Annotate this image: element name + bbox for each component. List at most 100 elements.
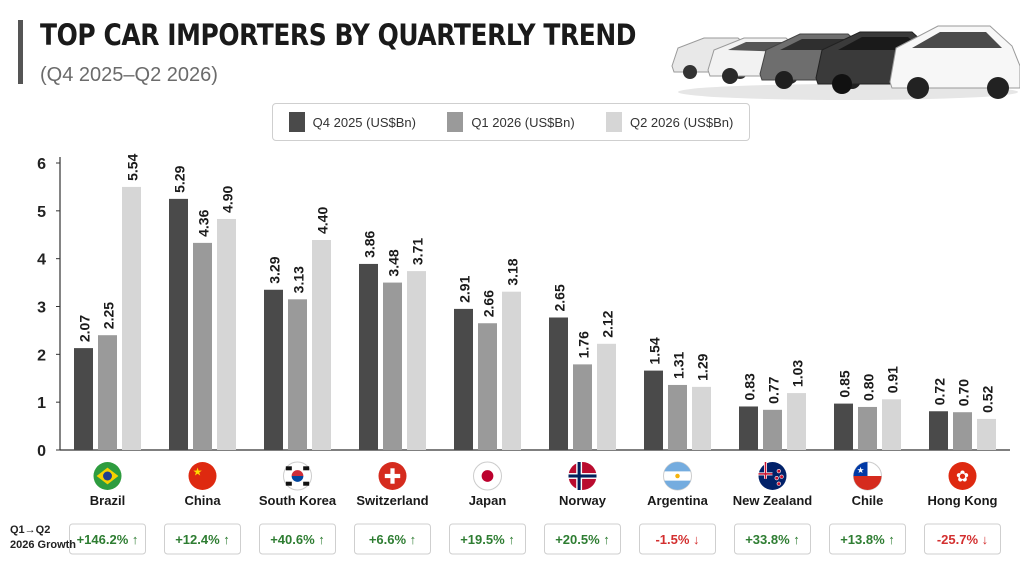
argentina-flag-icon bbox=[663, 461, 692, 491]
bar bbox=[787, 393, 806, 450]
japan-flag-icon bbox=[473, 461, 502, 491]
growth-box bbox=[829, 523, 906, 555]
arrow-up-icon: ↑ bbox=[132, 532, 139, 547]
growth-box bbox=[69, 523, 146, 555]
bar bbox=[193, 242, 212, 450]
data-label: 2.12 bbox=[600, 310, 616, 337]
bar bbox=[383, 282, 402, 450]
legend-label-q4-2025: Q4 2025 (US$Bn) bbox=[312, 114, 416, 130]
bar bbox=[478, 323, 497, 450]
growth-row-label-line-1: Q1→Q2 bbox=[10, 524, 51, 536]
category-label: South Korea bbox=[259, 493, 337, 508]
data-label: 3.29 bbox=[267, 256, 283, 283]
bar bbox=[454, 308, 473, 450]
bar bbox=[644, 370, 663, 450]
category-label: Argentina bbox=[647, 493, 708, 508]
legend-label-q1-2026: Q1 2026 (US$Bn) bbox=[471, 114, 575, 130]
bar bbox=[597, 343, 616, 450]
data-label: 4.40 bbox=[315, 207, 331, 234]
switzerland-flag-icon bbox=[378, 462, 407, 490]
arrow-up-icon: ↑ bbox=[508, 532, 515, 547]
south-korea-flag-icon bbox=[283, 461, 312, 491]
data-label: 3.18 bbox=[505, 258, 521, 285]
bar bbox=[122, 186, 141, 450]
bar bbox=[359, 263, 378, 450]
data-label: 1.31 bbox=[671, 351, 687, 378]
arrow-down-icon: ↓ bbox=[693, 532, 700, 547]
data-label: 0.83 bbox=[742, 373, 758, 400]
y-tick-label: 6 bbox=[37, 156, 46, 173]
legend-swatch-q2-2026 bbox=[605, 112, 622, 132]
data-label: 3.13 bbox=[291, 266, 307, 293]
hong-kong-flag-icon: ✿ bbox=[948, 462, 977, 490]
data-label: 0.91 bbox=[885, 366, 901, 393]
car-lineup-image bbox=[671, 25, 1020, 100]
data-label: 5.29 bbox=[172, 165, 188, 192]
y-tick-label: 1 bbox=[37, 395, 46, 412]
growth-box bbox=[164, 523, 241, 555]
arrow-up-icon: ↑ bbox=[318, 532, 325, 547]
data-label: 1.03 bbox=[790, 360, 806, 387]
bar bbox=[739, 406, 758, 450]
bar bbox=[98, 335, 117, 450]
bar bbox=[549, 317, 568, 450]
car-1 bbox=[889, 25, 1020, 99]
bar bbox=[573, 364, 592, 450]
data-label: 2.66 bbox=[481, 290, 497, 317]
data-label: 3.48 bbox=[386, 249, 402, 276]
bar bbox=[977, 418, 996, 450]
growth-value: +12.4% ↑ bbox=[175, 532, 230, 547]
chart-subtitle: (Q4 2025–Q2 2026) bbox=[40, 64, 218, 86]
growth-value: +6.6% ↑ bbox=[369, 532, 416, 547]
legend-item-q4-2025: Q4 2025 (US$Bn) bbox=[288, 112, 416, 132]
data-label: 0.72 bbox=[932, 378, 948, 405]
category-label: China bbox=[184, 493, 221, 508]
bar bbox=[692, 386, 711, 450]
growth-value: -25.7% ↓ bbox=[937, 532, 988, 547]
data-label: 2.91 bbox=[457, 275, 473, 302]
bar bbox=[502, 291, 521, 450]
bar bbox=[264, 289, 283, 450]
data-label: 0.70 bbox=[956, 379, 972, 406]
growth-box bbox=[639, 523, 716, 555]
legend-swatch-q1-2026 bbox=[447, 112, 464, 132]
growth-box bbox=[354, 523, 431, 555]
bar bbox=[763, 409, 782, 450]
bar bbox=[74, 348, 93, 450]
growth-row-label: Q1→Q2 2026 Growth bbox=[10, 523, 76, 553]
category-label: Hong Kong bbox=[927, 493, 997, 508]
bar bbox=[882, 399, 901, 450]
growth-value: +40.6% ↑ bbox=[270, 532, 325, 547]
data-label: 3.71 bbox=[410, 238, 426, 265]
bar bbox=[953, 412, 972, 450]
growth-row-label-line-2: 2026 Growth bbox=[10, 539, 77, 551]
title-accent-bar bbox=[18, 20, 23, 84]
bar bbox=[834, 403, 853, 450]
svg-text:★: ★ bbox=[193, 466, 203, 478]
legend-item-q1-2026: Q1 2026 (US$Bn) bbox=[447, 112, 575, 132]
category-label: Chile bbox=[852, 493, 884, 508]
svg-text:✿: ✿ bbox=[956, 468, 969, 485]
data-label: 1.76 bbox=[576, 331, 592, 358]
data-label: 4.36 bbox=[196, 209, 212, 236]
y-tick-label: 3 bbox=[37, 300, 46, 317]
bar bbox=[858, 406, 877, 450]
norway-flag-icon bbox=[568, 462, 597, 490]
chart-legend: Q4 2025 (US$Bn) Q1 2026 (US$Bn) Q2 2026 … bbox=[272, 103, 750, 141]
new-zealand-flag-icon bbox=[758, 462, 787, 490]
bar bbox=[312, 240, 331, 450]
chile-flag-icon: ★ bbox=[853, 461, 882, 491]
growth-value: +13.8% ↑ bbox=[840, 532, 895, 547]
legend-item-q2-2026: Q2 2026 (US$Bn) bbox=[605, 112, 733, 132]
arrow-up-icon: ↑ bbox=[793, 532, 800, 547]
bar bbox=[929, 411, 948, 450]
growth-box bbox=[734, 523, 811, 555]
y-tick-label: 0 bbox=[37, 443, 46, 460]
y-tick-label: 4 bbox=[37, 252, 46, 269]
arrow-up-icon: ↑ bbox=[223, 532, 230, 547]
arrow-up-icon: ↑ bbox=[603, 532, 610, 547]
data-label: 2.65 bbox=[552, 284, 568, 311]
data-label: 2.07 bbox=[77, 315, 93, 342]
bar bbox=[217, 218, 236, 450]
legend-swatch-q4-2025 bbox=[288, 112, 305, 132]
